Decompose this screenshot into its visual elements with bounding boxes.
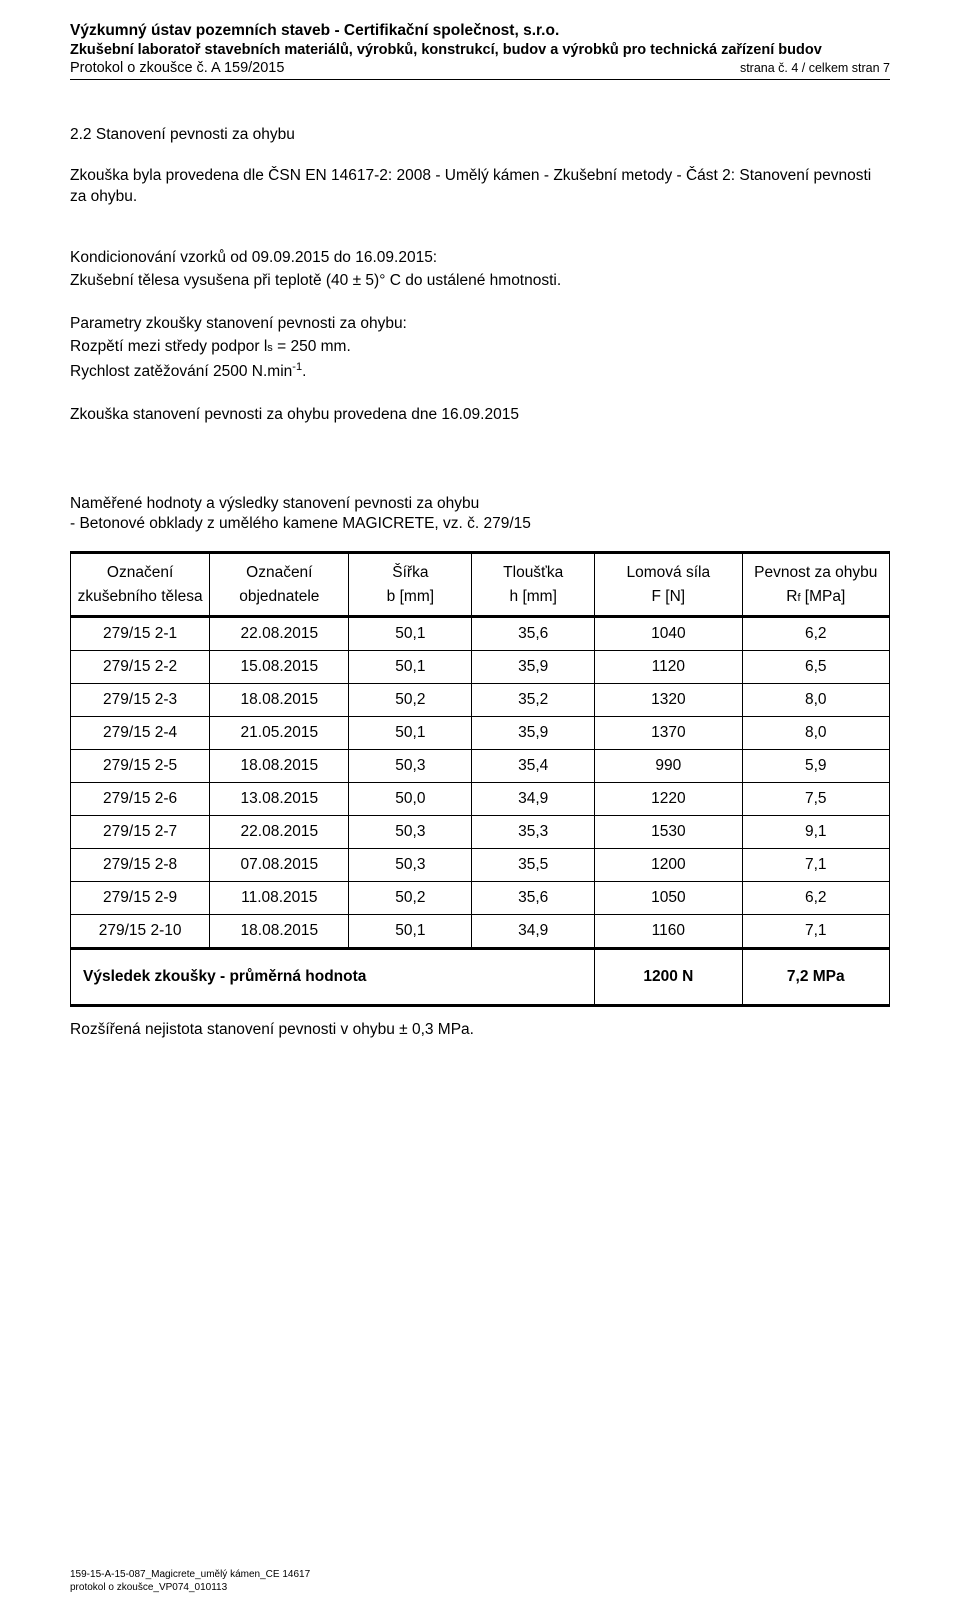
table-cell: 7,5 <box>742 782 889 815</box>
table-cell: 1200 <box>595 848 742 881</box>
table-cell: 50,3 <box>349 815 472 848</box>
header-org: Výzkumný ústav pozemních staveb - Certif… <box>70 22 890 40</box>
table-row: 279/15 2-911.08.201550,235,610506,2 <box>71 881 890 914</box>
table-cell: 35,9 <box>472 716 595 749</box>
table-cell: 5,9 <box>742 749 889 782</box>
table-cell: 50,2 <box>349 881 472 914</box>
summary-label: Výsledek zkoušky - průměrná hodnota <box>71 948 595 1005</box>
table-cell: 50,1 <box>349 716 472 749</box>
table-row: 279/15 2-1018.08.201550,134,911607,1 <box>71 914 890 948</box>
table-cell: 35,2 <box>472 683 595 716</box>
table-cell: 22.08.2015 <box>210 815 349 848</box>
table-row: 279/15 2-722.08.201550,335,315309,1 <box>71 815 890 848</box>
table-row: 279/15 2-215.08.201550,135,911206,5 <box>71 650 890 683</box>
table-cell: 50,3 <box>349 749 472 782</box>
table-row: 279/15 2-318.08.201550,235,213208,0 <box>71 683 890 716</box>
conditioning-line2: Zkušební tělesa vysušena při teplotě (40… <box>70 271 890 292</box>
th-objednatel: Označení objednatele <box>210 553 349 617</box>
table-cell: 50,0 <box>349 782 472 815</box>
table-cell: 279/15 2-10 <box>71 914 210 948</box>
summary-force: 1200 N <box>595 948 742 1005</box>
table-cell: 34,9 <box>472 782 595 815</box>
th-lomova-sila: Lomová sílaF [N] <box>595 553 742 617</box>
table-row: 279/15 2-613.08.201550,034,912207,5 <box>71 782 890 815</box>
conditioning-line1: Kondicionování vzorků od 09.09.2015 do 1… <box>70 248 890 269</box>
table-cell: 9,1 <box>742 815 889 848</box>
th-oznaceni: Označení zkušebního tělesa <box>71 553 210 617</box>
summary-strength: 7,2 MPa <box>742 948 889 1005</box>
table-cell: 21.05.2015 <box>210 716 349 749</box>
table-cell: 13.08.2015 <box>210 782 349 815</box>
table-row: 279/15 2-421.05.201550,135,913708,0 <box>71 716 890 749</box>
table-summary-row: Výsledek zkoušky - průměrná hodnota1200 … <box>71 948 890 1005</box>
table-cell: 6,5 <box>742 650 889 683</box>
table-cell: 35,9 <box>472 650 595 683</box>
table-cell: 1220 <box>595 782 742 815</box>
table-cell: 279/15 2-3 <box>71 683 210 716</box>
section-title: 2.2 Stanovení pevnosti za ohybu <box>70 126 890 144</box>
table-cell: 1160 <box>595 914 742 948</box>
params-line1: Parametry zkoušky stanovení pevnosti za … <box>70 314 890 335</box>
table-cell: 50,1 <box>349 914 472 948</box>
table-cell: 15.08.2015 <box>210 650 349 683</box>
footer-line1: 159-15-A-15-087_Magicrete_umělý kámen_CE… <box>70 1569 310 1582</box>
table-cell: 1120 <box>595 650 742 683</box>
table-cell: 1040 <box>595 616 742 650</box>
table-cell: 07.08.2015 <box>210 848 349 881</box>
th-pevnost: Pevnost za ohybu Rf [MPa] <box>742 553 889 617</box>
table-cell: 279/15 2-4 <box>71 716 210 749</box>
table-cell: 1050 <box>595 881 742 914</box>
table-cell: 279/15 2-7 <box>71 815 210 848</box>
table-cell: 7,1 <box>742 914 889 948</box>
table-cell: 35,4 <box>472 749 595 782</box>
results-table: Označení zkušebního tělesa Označení obje… <box>70 551 890 1007</box>
table-cell: 279/15 2-9 <box>71 881 210 914</box>
table-row: 279/15 2-122.08.201550,135,610406,2 <box>71 616 890 650</box>
params-line3: Rychlost zatěžování 2500 N.min-1. <box>70 360 890 383</box>
results-title: Naměřené hodnoty a výsledky stanovení pe… <box>70 494 890 536</box>
section-intro: Zkouška byla provedena dle ČSN EN 14617-… <box>70 166 890 208</box>
header-protocol: Protokol o zkoušce č. A 159/2015 <box>70 60 284 76</box>
params-line2: Rozpětí mezi středy podpor ls = 250 mm. <box>70 337 890 358</box>
table-cell: 34,9 <box>472 914 595 948</box>
table-cell: 8,0 <box>742 683 889 716</box>
table-cell: 279/15 2-1 <box>71 616 210 650</box>
table-row: 279/15 2-807.08.201550,335,512007,1 <box>71 848 890 881</box>
th-tloustka: Tloušťkah [mm] <box>472 553 595 617</box>
table-cell: 50,1 <box>349 650 472 683</box>
table-cell: 1530 <box>595 815 742 848</box>
table-cell: 11.08.2015 <box>210 881 349 914</box>
table-cell: 18.08.2015 <box>210 914 349 948</box>
table-cell: 35,3 <box>472 815 595 848</box>
table-cell: 18.08.2015 <box>210 749 349 782</box>
table-cell: 990 <box>595 749 742 782</box>
header-lab: Zkušební laboratoř stavebních materiálů,… <box>70 42 890 58</box>
table-cell: 50,3 <box>349 848 472 881</box>
table-cell: 7,1 <box>742 848 889 881</box>
table-cell: 6,2 <box>742 881 889 914</box>
table-cell: 1370 <box>595 716 742 749</box>
table-cell: 50,2 <box>349 683 472 716</box>
test-date: Zkouška stanovení pevnosti za ohybu prov… <box>70 405 890 426</box>
table-cell: 279/15 2-5 <box>71 749 210 782</box>
table-cell: 35,6 <box>472 881 595 914</box>
table-cell: 279/15 2-8 <box>71 848 210 881</box>
table-cell: 279/15 2-2 <box>71 650 210 683</box>
uncertainty-note: Rozšířená nejistota stanovení pevnosti v… <box>70 1021 890 1039</box>
table-cell: 50,1 <box>349 616 472 650</box>
table-cell: 1320 <box>595 683 742 716</box>
table-cell: 35,6 <box>472 616 595 650</box>
page-number: strana č. 4 / celkem stran 7 <box>740 61 890 75</box>
table-cell: 22.08.2015 <box>210 616 349 650</box>
table-cell: 18.08.2015 <box>210 683 349 716</box>
th-sirka: Šířkab [mm] <box>349 553 472 617</box>
table-cell: 35,5 <box>472 848 595 881</box>
footer-line2: protokol o zkoušce_VP074_010113 <box>70 1582 310 1595</box>
table-row: 279/15 2-518.08.201550,335,49905,9 <box>71 749 890 782</box>
footer: 159-15-A-15-087_Magicrete_umělý kámen_CE… <box>70 1569 310 1594</box>
table-cell: 279/15 2-6 <box>71 782 210 815</box>
table-cell: 6,2 <box>742 616 889 650</box>
table-cell: 8,0 <box>742 716 889 749</box>
